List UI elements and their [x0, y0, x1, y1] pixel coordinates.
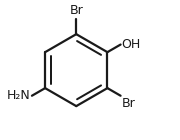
Text: Br: Br	[122, 97, 135, 110]
Text: OH: OH	[122, 38, 141, 51]
Text: H₂N: H₂N	[7, 89, 31, 102]
Text: Br: Br	[69, 4, 83, 17]
